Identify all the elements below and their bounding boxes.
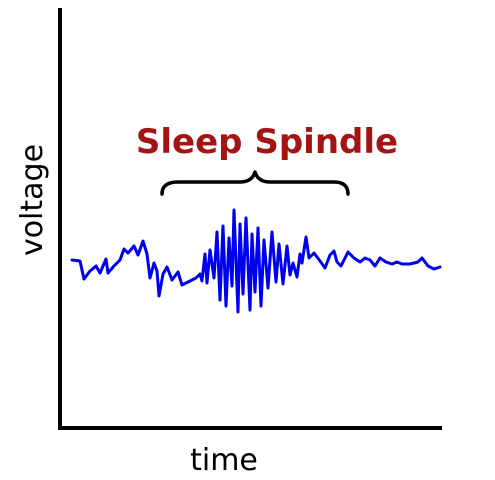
spindle-annotation-label: Sleep Spindle <box>136 122 398 162</box>
y-axis-label: voltage <box>15 144 50 256</box>
x-axis-label: time <box>190 443 258 478</box>
axes <box>58 8 442 430</box>
spindle-bracket <box>160 170 350 196</box>
eeg-signal-trace <box>70 208 442 314</box>
